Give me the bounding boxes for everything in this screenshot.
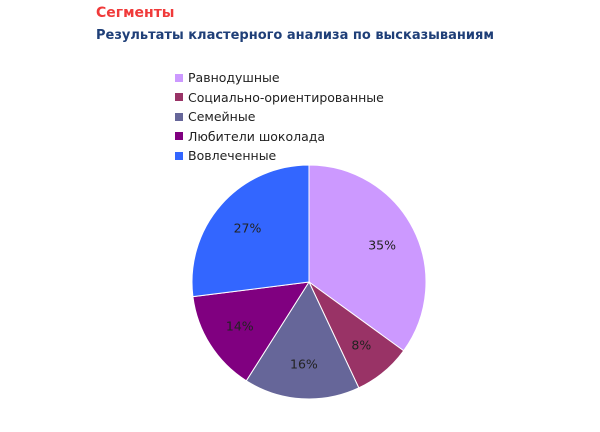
chart-title: Сегменты <box>96 5 175 21</box>
pie-label-vovlechennye: 27% <box>234 220 262 235</box>
pie-labels: 35% 8% 16% 14% 27% <box>226 220 396 371</box>
pie-label-semeynye: 16% <box>290 356 318 371</box>
chart-subtitle: Результаты кластерного анализа по высказ… <box>96 28 494 43</box>
pie-slice-lyubiteli-shokolada <box>192 281 310 382</box>
pie-label-ravnodushnye: 35% <box>368 237 396 252</box>
legend-item-socialno-orientirovannye: Социально-ориентированные <box>175 88 384 108</box>
legend-item-semeynye: Семейные <box>175 107 384 127</box>
legend-item-lyubiteli-shokolada: Любители шоколада <box>175 127 384 147</box>
pie-slice-ravnodushnye <box>308 164 427 352</box>
legend-label: Вовлеченные <box>188 148 277 164</box>
legend-swatch <box>175 112 183 121</box>
legend-label: Семейные <box>188 109 256 125</box>
pie-slice-vovlechennye <box>191 164 310 298</box>
legend-label: Равнодушные <box>188 70 280 86</box>
pie-label-lyubiteli-shokolada: 14% <box>226 318 254 333</box>
legend-swatch <box>175 151 183 160</box>
chart-legend: Равнодушные Социально-ориентированные Се… <box>175 68 384 166</box>
legend-swatch <box>175 73 183 82</box>
pie-label-socialno-orientirovannye: 8% <box>351 338 371 353</box>
legend-label: Социально-ориентированные <box>188 89 384 105</box>
legend-item-vovlechennye: Вовлеченные <box>175 146 384 166</box>
legend-swatch <box>175 93 183 102</box>
legend-item-ravnodushnye: Равнодушные <box>175 68 384 88</box>
pie-slice-semeynye <box>245 280 360 400</box>
legend-label: Любители шоколада <box>188 128 326 144</box>
pie-slices <box>191 164 427 400</box>
legend-swatch <box>175 132 183 141</box>
